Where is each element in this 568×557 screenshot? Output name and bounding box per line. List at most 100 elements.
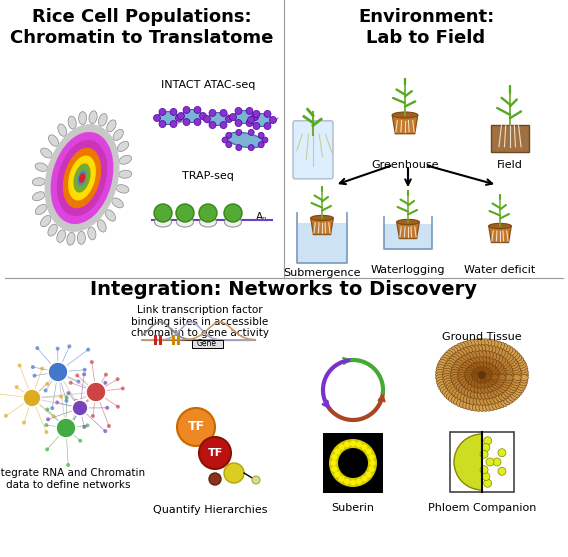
Ellipse shape xyxy=(477,384,483,393)
Circle shape xyxy=(69,425,73,429)
Circle shape xyxy=(82,372,86,376)
Ellipse shape xyxy=(480,367,486,375)
Circle shape xyxy=(116,405,120,409)
Ellipse shape xyxy=(442,373,452,379)
Ellipse shape xyxy=(501,391,508,399)
Ellipse shape xyxy=(199,217,216,227)
Ellipse shape xyxy=(486,364,493,372)
Ellipse shape xyxy=(490,370,499,376)
Circle shape xyxy=(229,114,236,120)
Polygon shape xyxy=(311,218,333,234)
Circle shape xyxy=(484,479,492,487)
Ellipse shape xyxy=(78,111,86,125)
Ellipse shape xyxy=(466,346,473,355)
Ellipse shape xyxy=(480,397,486,405)
Ellipse shape xyxy=(436,374,445,380)
Text: Phloem Companion: Phloem Companion xyxy=(428,503,536,513)
Ellipse shape xyxy=(449,394,456,402)
Ellipse shape xyxy=(449,349,456,356)
Ellipse shape xyxy=(486,345,492,354)
Ellipse shape xyxy=(511,364,520,371)
Ellipse shape xyxy=(113,129,123,140)
Ellipse shape xyxy=(454,362,462,369)
Ellipse shape xyxy=(473,345,479,354)
Circle shape xyxy=(224,204,242,222)
Circle shape xyxy=(480,466,488,473)
Ellipse shape xyxy=(512,390,520,397)
Ellipse shape xyxy=(477,397,482,405)
Circle shape xyxy=(170,120,177,128)
Circle shape xyxy=(31,365,35,369)
Ellipse shape xyxy=(458,370,467,376)
Ellipse shape xyxy=(466,376,475,383)
Circle shape xyxy=(498,449,506,457)
Ellipse shape xyxy=(490,383,496,391)
Ellipse shape xyxy=(504,374,513,380)
Circle shape xyxy=(103,429,107,433)
Circle shape xyxy=(264,123,271,130)
Ellipse shape xyxy=(483,345,489,354)
Ellipse shape xyxy=(492,401,498,410)
Circle shape xyxy=(361,476,367,482)
Circle shape xyxy=(248,116,254,124)
Text: Field: Field xyxy=(497,160,523,170)
Ellipse shape xyxy=(490,374,499,380)
Ellipse shape xyxy=(451,369,460,375)
Circle shape xyxy=(83,368,87,372)
Ellipse shape xyxy=(471,384,477,392)
Ellipse shape xyxy=(495,400,502,409)
Circle shape xyxy=(91,414,95,418)
Ellipse shape xyxy=(451,346,458,355)
Ellipse shape xyxy=(478,379,483,388)
Ellipse shape xyxy=(442,355,450,361)
Ellipse shape xyxy=(444,353,452,360)
Ellipse shape xyxy=(35,204,47,214)
Circle shape xyxy=(4,414,8,418)
Circle shape xyxy=(44,388,48,393)
Text: TF: TF xyxy=(207,448,223,458)
Ellipse shape xyxy=(445,380,453,387)
Ellipse shape xyxy=(495,355,503,364)
Ellipse shape xyxy=(452,354,460,361)
Ellipse shape xyxy=(453,379,461,385)
Ellipse shape xyxy=(451,374,460,380)
Ellipse shape xyxy=(482,374,490,382)
Polygon shape xyxy=(397,222,419,238)
Ellipse shape xyxy=(437,364,445,370)
Ellipse shape xyxy=(475,368,482,376)
Text: TRAP-seq: TRAP-seq xyxy=(182,171,234,181)
Ellipse shape xyxy=(467,359,475,368)
Ellipse shape xyxy=(459,377,467,383)
Circle shape xyxy=(45,382,49,386)
Ellipse shape xyxy=(507,386,515,393)
Ellipse shape xyxy=(446,350,454,358)
Ellipse shape xyxy=(512,367,521,373)
Circle shape xyxy=(486,458,494,466)
Ellipse shape xyxy=(448,358,456,365)
Ellipse shape xyxy=(436,372,445,378)
Ellipse shape xyxy=(513,355,522,361)
Text: Suberin: Suberin xyxy=(332,503,374,513)
Circle shape xyxy=(252,476,260,484)
Ellipse shape xyxy=(481,384,487,393)
Ellipse shape xyxy=(470,390,477,398)
Circle shape xyxy=(121,387,125,390)
Text: Plate: Plate xyxy=(299,168,327,178)
Ellipse shape xyxy=(119,155,132,164)
Circle shape xyxy=(56,418,76,438)
Ellipse shape xyxy=(158,111,178,125)
Ellipse shape xyxy=(98,114,107,126)
Ellipse shape xyxy=(177,217,194,227)
Ellipse shape xyxy=(484,384,490,393)
Circle shape xyxy=(332,454,337,460)
Ellipse shape xyxy=(67,232,75,245)
Circle shape xyxy=(344,478,350,485)
Ellipse shape xyxy=(89,111,97,124)
Ellipse shape xyxy=(498,342,504,351)
Ellipse shape xyxy=(479,403,485,412)
Ellipse shape xyxy=(450,387,458,394)
Ellipse shape xyxy=(474,379,481,388)
Ellipse shape xyxy=(478,361,483,370)
Ellipse shape xyxy=(492,382,499,389)
Ellipse shape xyxy=(107,120,116,132)
